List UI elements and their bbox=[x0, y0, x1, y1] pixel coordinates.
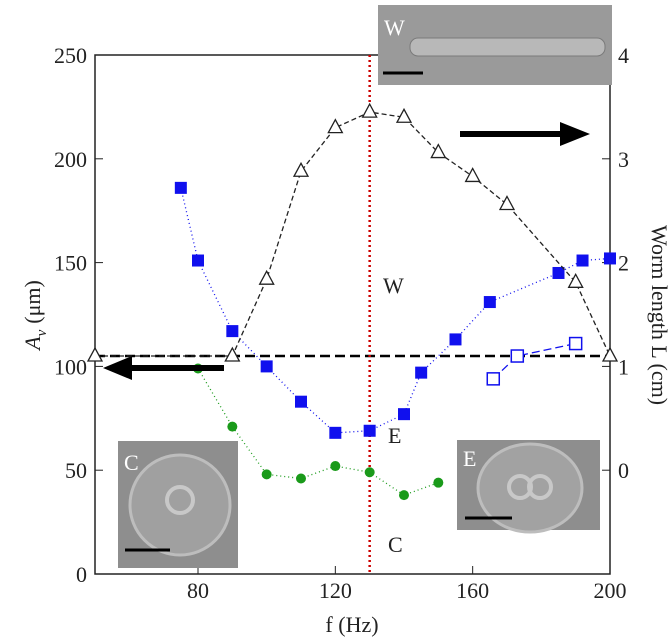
annotation: E bbox=[388, 423, 401, 448]
marker bbox=[449, 333, 462, 346]
marker bbox=[192, 254, 204, 267]
marker bbox=[415, 366, 428, 379]
x-tick-label: 80 bbox=[187, 578, 209, 603]
series-line bbox=[492, 342, 576, 380]
marker bbox=[433, 477, 444, 488]
arrow-head bbox=[560, 122, 590, 146]
inset-label: W bbox=[384, 15, 405, 40]
y-tick-label: 250 bbox=[54, 43, 87, 68]
y2-tick-label: 2 bbox=[618, 251, 629, 276]
plot-frame bbox=[94, 54, 611, 575]
y2-tick-label: 4 bbox=[618, 43, 629, 68]
marker bbox=[576, 254, 589, 267]
marker bbox=[486, 372, 501, 386]
inset-c: C bbox=[118, 441, 238, 568]
marker bbox=[483, 296, 496, 309]
x-tick-label: 120 bbox=[319, 578, 352, 603]
marker bbox=[398, 408, 410, 421]
drop-shape bbox=[165, 485, 195, 515]
inset-w: W bbox=[378, 5, 612, 85]
inset-label: C bbox=[124, 450, 139, 475]
series-line bbox=[180, 187, 611, 434]
arrow-head bbox=[103, 356, 132, 380]
marker bbox=[498, 195, 516, 211]
marker bbox=[552, 266, 565, 279]
marker bbox=[174, 181, 187, 194]
arrows bbox=[103, 122, 590, 380]
marker bbox=[258, 269, 275, 285]
marker bbox=[430, 143, 447, 159]
y-tick-label: 150 bbox=[54, 251, 87, 276]
y-label-sub: v bbox=[34, 329, 50, 336]
marker bbox=[327, 118, 344, 134]
worm-shape bbox=[409, 37, 606, 57]
marker bbox=[464, 167, 481, 183]
y-axis-title: Av (μm) bbox=[20, 280, 50, 352]
annotation: W bbox=[383, 273, 404, 298]
drop-shape bbox=[128, 453, 232, 557]
y-label-unit: (μm) bbox=[20, 280, 45, 324]
y-tick-label: 200 bbox=[54, 147, 87, 172]
marker bbox=[510, 349, 525, 363]
marker bbox=[363, 424, 376, 437]
marker bbox=[86, 346, 104, 362]
drop-shape bbox=[527, 474, 553, 500]
marker bbox=[601, 346, 619, 362]
marker bbox=[604, 252, 616, 265]
x-tick-label: 160 bbox=[456, 578, 489, 603]
annotation: C bbox=[388, 532, 403, 557]
x-axis-title: f (Hz) bbox=[325, 612, 378, 637]
y-tick-label: 50 bbox=[65, 458, 87, 483]
marker bbox=[295, 395, 307, 408]
marker bbox=[296, 473, 306, 484]
marker bbox=[227, 421, 238, 432]
inset-e: E bbox=[457, 440, 600, 534]
x-tick-label: 200 bbox=[594, 578, 627, 603]
series-line bbox=[95, 111, 611, 357]
marker bbox=[567, 272, 584, 288]
marker bbox=[361, 102, 378, 118]
y-label-main: A bbox=[20, 336, 45, 352]
marker bbox=[395, 107, 413, 123]
marker bbox=[224, 346, 241, 362]
marker bbox=[568, 336, 583, 351]
y2-tick-label: 0 bbox=[618, 458, 629, 483]
y-tick-label: 0 bbox=[76, 562, 87, 587]
marker bbox=[399, 490, 409, 501]
y2-axis-title: Worm length L (cm) bbox=[647, 225, 670, 405]
y-tick-label: 100 bbox=[54, 354, 87, 379]
marker bbox=[292, 161, 310, 177]
marker bbox=[226, 325, 239, 338]
marker bbox=[329, 426, 342, 439]
inset-label: E bbox=[463, 446, 476, 471]
marker bbox=[330, 461, 341, 472]
marker bbox=[364, 467, 375, 478]
marker bbox=[260, 360, 273, 373]
y2-tick-label: 1 bbox=[618, 354, 629, 379]
y2-tick-label: 3 bbox=[618, 147, 629, 172]
marker bbox=[261, 469, 272, 480]
